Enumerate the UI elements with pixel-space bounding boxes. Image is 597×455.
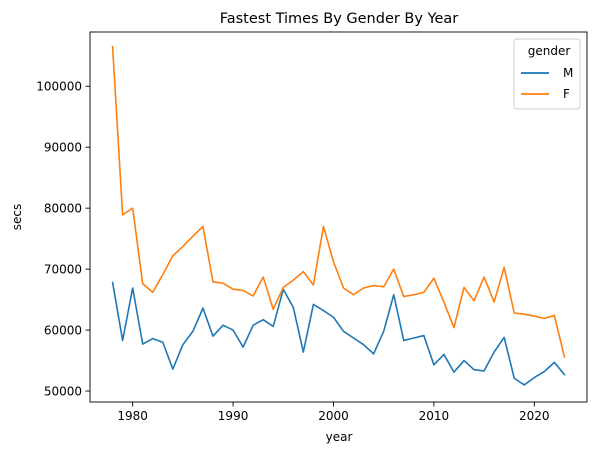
plot-frame [89, 31, 588, 403]
series-line-m [111, 281, 566, 386]
y-tick-label: 80000 [44, 201, 82, 215]
series-layer [111, 45, 566, 386]
legend-title: gender [528, 44, 571, 58]
x-tick-label: 2010 [419, 409, 450, 423]
chart-title: Fastest Times By Gender By Year [220, 11, 459, 27]
y-tick-label: 70000 [44, 262, 82, 276]
legend-label-m: M [563, 66, 573, 80]
x-axis-label: year [326, 430, 353, 444]
legend-box [513, 38, 581, 110]
x-axis-ticks: 1980 1990 2000 2010 2020 [117, 402, 550, 423]
y-axis-label: secs [10, 204, 24, 230]
y-tick-label: 50000 [44, 384, 82, 398]
x-tick-label: 1980 [117, 409, 148, 423]
legend-label-f: F [563, 87, 570, 101]
y-tick-label: 90000 [44, 141, 82, 155]
y-tick-label: 100000 [36, 80, 82, 94]
series-line-f [111, 45, 566, 358]
x-tick-label: 2020 [519, 409, 550, 423]
legend: gender M F [513, 38, 581, 110]
x-tick-label: 1990 [218, 409, 249, 423]
y-tick-label: 60000 [44, 323, 82, 337]
x-tick-label: 2000 [318, 409, 349, 423]
y-axis-ticks: 50000 60000 70000 80000 90000 100000 [36, 80, 90, 398]
